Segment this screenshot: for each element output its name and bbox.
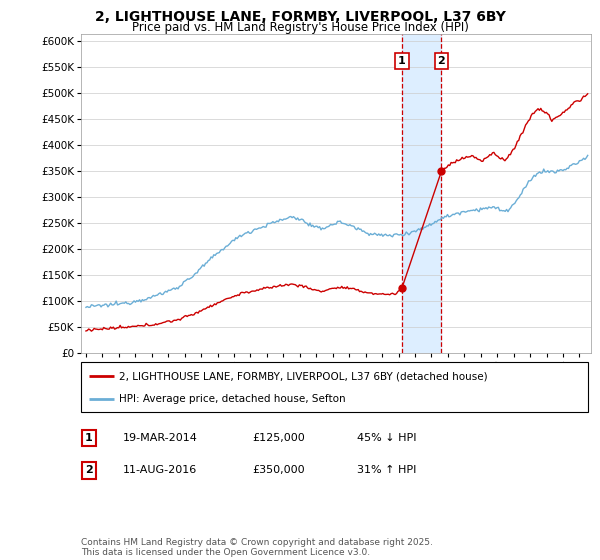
Text: 19-MAR-2014: 19-MAR-2014 bbox=[123, 433, 198, 443]
Text: £350,000: £350,000 bbox=[252, 465, 305, 475]
Text: 2: 2 bbox=[85, 465, 92, 475]
FancyBboxPatch shape bbox=[81, 362, 588, 412]
Text: £125,000: £125,000 bbox=[252, 433, 305, 443]
Text: 2, LIGHTHOUSE LANE, FORMBY, LIVERPOOL, L37 6BY (detached house): 2, LIGHTHOUSE LANE, FORMBY, LIVERPOOL, L… bbox=[119, 371, 488, 381]
Text: 1: 1 bbox=[85, 433, 92, 443]
Text: 31% ↑ HPI: 31% ↑ HPI bbox=[357, 465, 416, 475]
Text: 45% ↓ HPI: 45% ↓ HPI bbox=[357, 433, 416, 443]
Text: Price paid vs. HM Land Registry's House Price Index (HPI): Price paid vs. HM Land Registry's House … bbox=[131, 21, 469, 34]
Text: HPI: Average price, detached house, Sefton: HPI: Average price, detached house, Seft… bbox=[119, 394, 346, 404]
Bar bbox=[402, 34, 442, 353]
Text: 1: 1 bbox=[398, 56, 406, 66]
Text: 11-AUG-2016: 11-AUG-2016 bbox=[123, 465, 197, 475]
Text: 2, LIGHTHOUSE LANE, FORMBY, LIVERPOOL, L37 6BY: 2, LIGHTHOUSE LANE, FORMBY, LIVERPOOL, L… bbox=[95, 10, 505, 24]
Text: 2: 2 bbox=[437, 56, 445, 66]
Text: Contains HM Land Registry data © Crown copyright and database right 2025.
This d: Contains HM Land Registry data © Crown c… bbox=[81, 538, 433, 557]
